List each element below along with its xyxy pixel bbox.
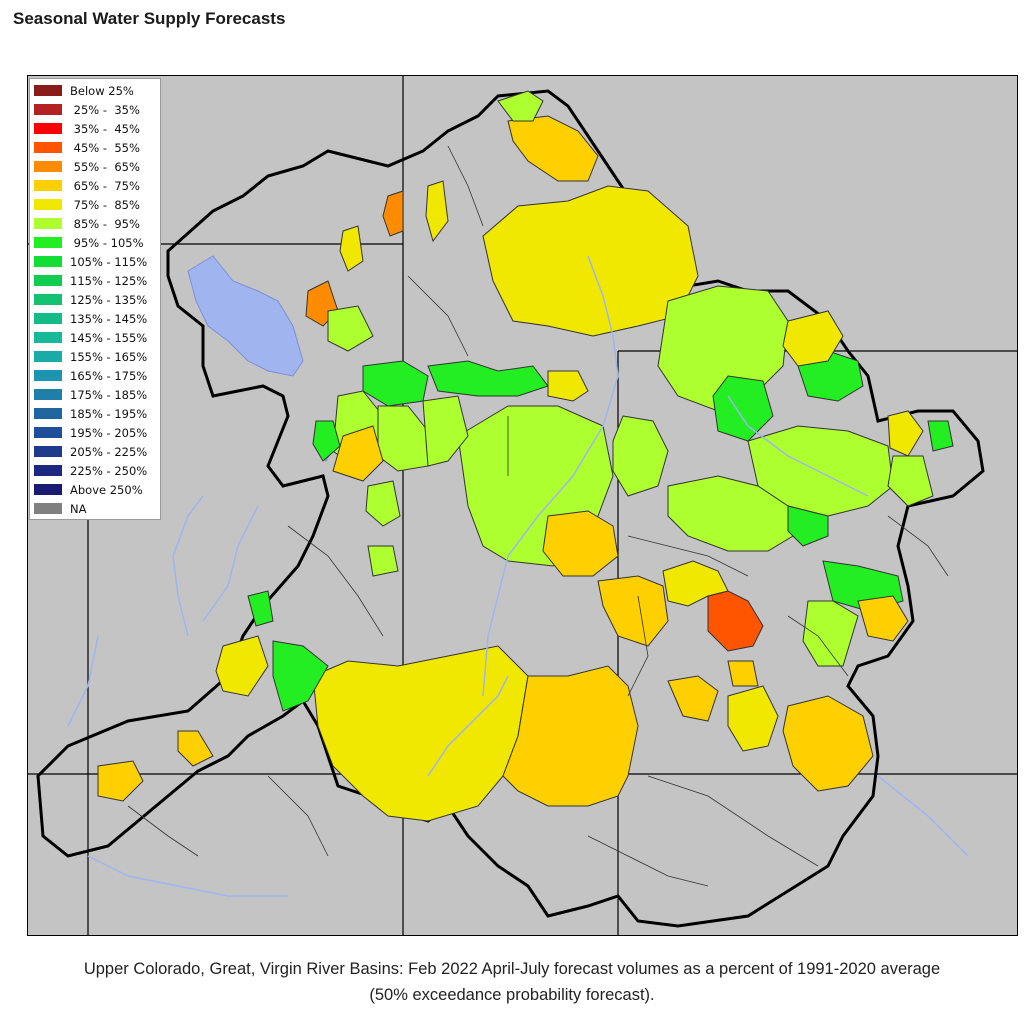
legend-swatch bbox=[34, 389, 62, 400]
legend-swatch bbox=[34, 332, 62, 343]
legend-item: 225% - 250% bbox=[34, 461, 147, 480]
legend-swatch bbox=[34, 85, 62, 96]
legend-swatch bbox=[34, 256, 62, 267]
legend-item: 195% - 205% bbox=[34, 423, 147, 442]
basin-outline bbox=[36, 89, 985, 928]
map-caption: Upper Colorado, Great, Virgin River Basi… bbox=[0, 956, 1024, 1008]
legend-label: 75% - 85% bbox=[70, 197, 140, 212]
legend-label: Below 25% bbox=[70, 83, 134, 98]
legend-item: Below 25% bbox=[34, 81, 134, 100]
legend-label: 185% - 195% bbox=[70, 406, 148, 421]
legend-label: 135% - 145% bbox=[70, 311, 148, 326]
legend-item: 125% - 135% bbox=[34, 290, 147, 309]
legend-label: 125% - 135% bbox=[70, 292, 148, 307]
legend-swatch bbox=[34, 503, 62, 514]
legend-item: Above 250% bbox=[34, 480, 143, 499]
caption-line-2: (50% exceedance probability forecast). bbox=[369, 986, 655, 1004]
legend-swatch bbox=[34, 199, 62, 210]
legend-item: 45% - 55% bbox=[34, 138, 140, 157]
legend-swatch bbox=[34, 465, 62, 476]
legend-swatch bbox=[34, 446, 62, 457]
legend-swatch bbox=[34, 351, 62, 362]
legend-swatch bbox=[34, 370, 62, 381]
legend-label: 45% - 55% bbox=[70, 140, 140, 155]
great-salt-lake bbox=[187, 255, 304, 377]
legend-label: NA bbox=[70, 501, 87, 516]
legend-swatch bbox=[34, 218, 62, 229]
legend-label: 175% - 185% bbox=[70, 387, 148, 402]
legend-label: 55% - 65% bbox=[70, 159, 140, 174]
legend-item: 85% - 95% bbox=[34, 214, 140, 233]
legend-label: 155% - 165% bbox=[70, 349, 148, 364]
legend: Below 25% 25% - 35% 35% - 45% 45% - 55% … bbox=[29, 78, 161, 520]
legend-label: 115% - 125% bbox=[70, 273, 148, 288]
legend-label: 195% - 205% bbox=[70, 425, 148, 440]
legend-swatch bbox=[34, 408, 62, 419]
legend-item: 145% - 155% bbox=[34, 328, 147, 347]
basin-divisions bbox=[127, 145, 949, 887]
forecast-basins bbox=[97, 90, 954, 822]
legend-label: 95% - 105% bbox=[70, 235, 144, 250]
legend-swatch bbox=[34, 427, 62, 438]
legend-item: 65% - 75% bbox=[34, 176, 140, 195]
legend-swatch bbox=[34, 275, 62, 286]
legend-swatch bbox=[34, 142, 62, 153]
legend-item: NA bbox=[34, 499, 86, 518]
legend-item: 75% - 85% bbox=[34, 195, 140, 214]
legend-label: 145% - 155% bbox=[70, 330, 148, 345]
forecast-map[interactable] bbox=[27, 75, 1018, 936]
legend-swatch bbox=[34, 237, 62, 248]
legend-item: 155% - 165% bbox=[34, 347, 147, 366]
legend-swatch bbox=[34, 161, 62, 172]
legend-label: Above 250% bbox=[70, 482, 143, 497]
legend-label: 105% - 115% bbox=[70, 254, 148, 269]
legend-label: 65% - 75% bbox=[70, 178, 140, 193]
legend-item: 205% - 225% bbox=[34, 442, 147, 461]
legend-swatch bbox=[34, 313, 62, 324]
map-canvas bbox=[28, 76, 1017, 935]
legend-label: 25% - 35% bbox=[70, 102, 140, 117]
legend-label: 225% - 250% bbox=[70, 463, 148, 478]
legend-item: 35% - 45% bbox=[34, 119, 140, 138]
rivers bbox=[67, 255, 969, 897]
page-title: Seasonal Water Supply Forecasts bbox=[13, 9, 286, 28]
legend-swatch bbox=[34, 294, 62, 305]
legend-label: 165% - 175% bbox=[70, 368, 148, 383]
legend-label: 35% - 45% bbox=[70, 121, 140, 136]
legend-swatch bbox=[34, 104, 62, 115]
legend-item: 95% - 105% bbox=[34, 233, 144, 252]
legend-item: 185% - 195% bbox=[34, 404, 147, 423]
caption-line-1: Upper Colorado, Great, Virgin River Basi… bbox=[83, 960, 941, 978]
legend-item: 175% - 185% bbox=[34, 385, 147, 404]
legend-swatch bbox=[34, 123, 62, 134]
legend-item: 165% - 175% bbox=[34, 366, 147, 385]
legend-item: 115% - 125% bbox=[34, 271, 147, 290]
legend-item: 55% - 65% bbox=[34, 157, 140, 176]
legend-swatch bbox=[34, 484, 62, 495]
legend-label: 205% - 225% bbox=[70, 444, 148, 459]
legend-item: 105% - 115% bbox=[34, 252, 147, 271]
legend-item: 135% - 145% bbox=[34, 309, 147, 328]
legend-swatch bbox=[34, 180, 62, 191]
legend-label: 85% - 95% bbox=[70, 216, 140, 231]
legend-item: 25% - 35% bbox=[34, 100, 140, 119]
